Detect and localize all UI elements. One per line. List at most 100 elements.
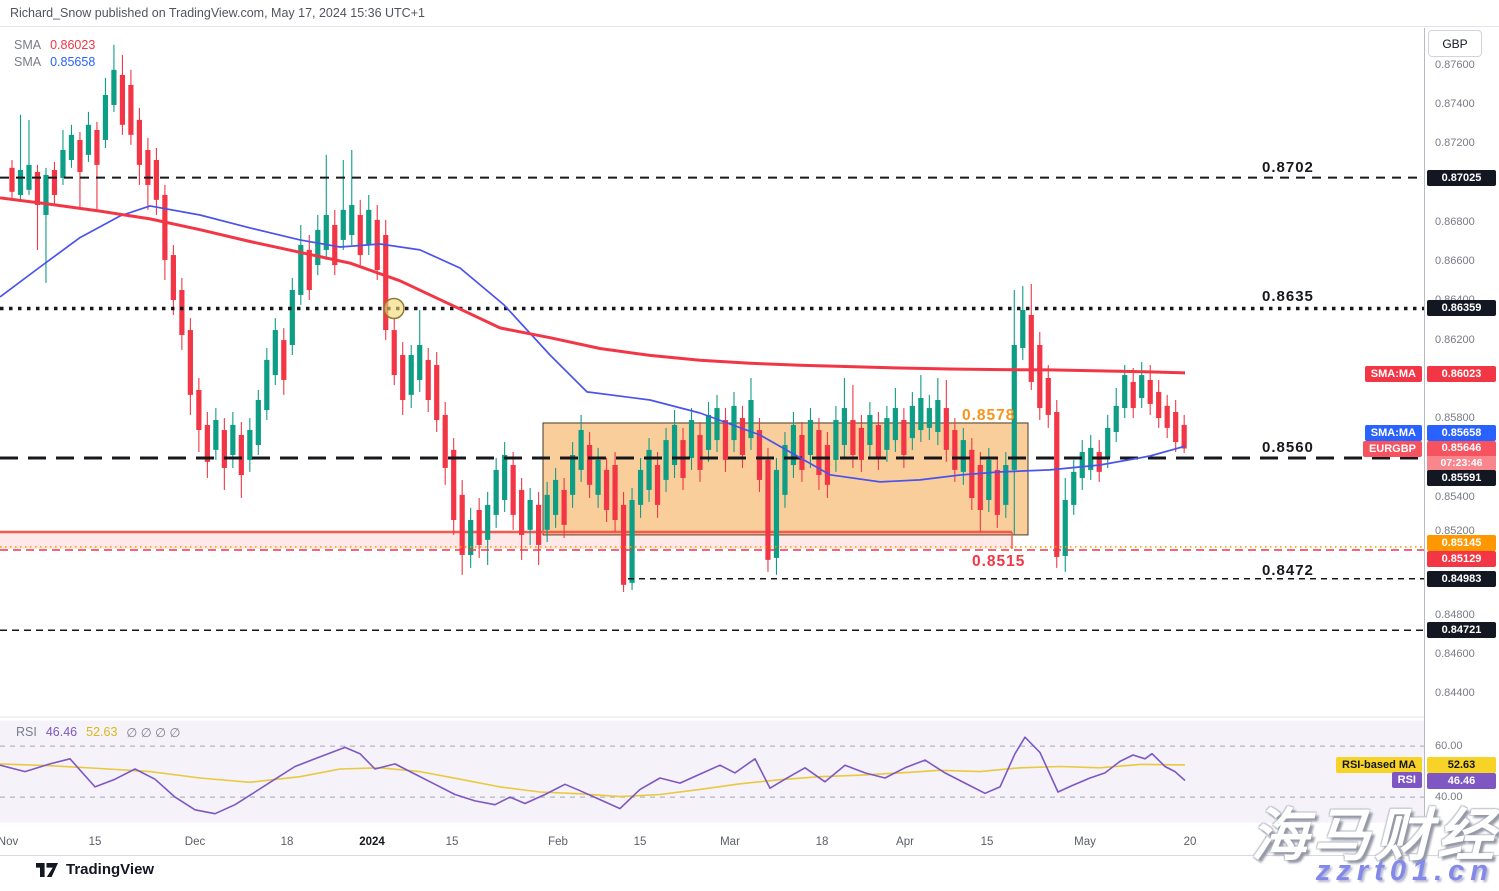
indicator-legend: SMA 0.86023 SMA 0.85658 xyxy=(14,36,95,70)
price-tag: 0.86023 xyxy=(1427,366,1496,383)
time-label: Dec xyxy=(184,836,206,848)
price-tick: 0.85200 xyxy=(1435,525,1475,537)
sma-value: 0.85658 xyxy=(50,54,96,69)
candle-up xyxy=(60,149,66,178)
price-tick: 40.00 xyxy=(1435,791,1463,804)
sma-legend-row: SMA 0.85658 xyxy=(14,53,95,70)
candle-down xyxy=(434,365,440,421)
rsi-value: 46.46 xyxy=(45,725,78,739)
candle-up xyxy=(714,408,720,441)
rsi-ma-value: 52.63 xyxy=(86,725,118,739)
candle-down xyxy=(77,139,83,172)
price-tag: 0.85591 xyxy=(1427,470,1496,486)
price-tag: 0.84983 xyxy=(1427,570,1496,587)
candle-down xyxy=(145,149,151,185)
candle-up xyxy=(731,405,737,441)
candle-down xyxy=(1181,424,1187,449)
time-label: 20 xyxy=(1183,836,1197,848)
sma-label: SMA xyxy=(14,37,42,52)
candle-down xyxy=(204,424,210,462)
price-axis[interactable]: 0.876000.874000.872000.868000.866000.864… xyxy=(1424,28,1499,855)
candle-up xyxy=(102,94,109,140)
candle-up xyxy=(230,424,236,455)
candle-up xyxy=(595,459,601,495)
price-tag: 0.84721 xyxy=(1427,622,1496,639)
candle-down xyxy=(824,444,831,485)
currency-button[interactable]: GBP xyxy=(1428,30,1482,57)
candle-down xyxy=(153,159,159,200)
candle-up xyxy=(841,408,848,445)
candle-up xyxy=(935,399,941,433)
candle-down xyxy=(119,74,126,125)
level-label: 0.8635 xyxy=(1262,288,1314,305)
candle-up xyxy=(213,420,219,450)
candle-down xyxy=(34,171,41,205)
candle-down xyxy=(451,449,457,521)
time-label: 15 xyxy=(445,836,459,848)
candle-down xyxy=(1054,411,1060,557)
sma-red-line xyxy=(0,196,1186,375)
candle-down xyxy=(391,330,397,376)
candle-up xyxy=(1011,345,1017,470)
candle-down xyxy=(357,214,363,256)
candle-down xyxy=(136,119,143,165)
candle-up xyxy=(570,454,576,495)
price-tick: 0.86600 xyxy=(1435,255,1475,268)
price-tick: 0.84800 xyxy=(1435,608,1475,621)
price-tag: 0.85145 xyxy=(1427,535,1496,551)
candle-down xyxy=(476,509,482,545)
price-tick: 60.00 xyxy=(1435,740,1463,753)
candle-up xyxy=(1113,405,1119,433)
tradingview-brand-link[interactable]: TradingView xyxy=(36,861,154,878)
candle-up xyxy=(417,345,423,380)
rsi-legend: RSI 46.46 52.63 ∅ ∅ ∅ ∅ xyxy=(16,725,180,740)
time-axis[interactable]: Nov 15 Dec 18 2024 15 Feb 15 Mar 18 Apr 15 May 20 Jun xyxy=(0,830,1424,855)
price-chart-canvas[interactable]: 0.8702 0.8635 0.8560 0.8472 0.8578 0.8515 xyxy=(0,0,1424,891)
watermark-url-text: zzrt01.cn xyxy=(1315,855,1494,887)
time-label: 15 xyxy=(980,836,994,848)
candle-down xyxy=(238,434,244,476)
candle-up xyxy=(833,420,839,460)
candle-down xyxy=(1130,381,1136,409)
candle-down xyxy=(9,167,15,192)
candle-down xyxy=(850,420,856,455)
candle-down xyxy=(128,84,134,135)
candle-down xyxy=(459,494,465,555)
candle-up xyxy=(1003,465,1009,505)
candle-down xyxy=(994,469,1000,515)
series-tag: RSI xyxy=(1391,772,1422,788)
candle-down xyxy=(1156,391,1162,419)
candle-down xyxy=(765,459,771,560)
candle-up xyxy=(960,440,966,472)
candle-up xyxy=(553,479,559,515)
candle-down xyxy=(1028,314,1034,382)
candle-down xyxy=(654,465,661,505)
candle-up xyxy=(671,424,678,466)
candle-down xyxy=(722,420,729,460)
price-tick: 0.87600 xyxy=(1435,58,1475,71)
candle-down xyxy=(281,340,287,380)
candle-down xyxy=(519,489,525,535)
candle-down xyxy=(561,489,567,525)
candle-up xyxy=(867,414,873,445)
candle-down xyxy=(1173,411,1179,443)
candle-up xyxy=(1088,447,1094,470)
candle-up xyxy=(111,69,117,105)
tradingview-brand-label: TradingView xyxy=(66,861,155,878)
candle-down xyxy=(612,465,618,521)
time-label: Nov xyxy=(0,836,19,848)
candle-down xyxy=(952,430,958,470)
rsi-label: RSI xyxy=(16,725,37,739)
level-label: 0.8702 xyxy=(1262,159,1314,176)
price-tag: 0.85658 xyxy=(1427,425,1496,441)
candle-down xyxy=(536,504,542,545)
sma-value: 0.86023 xyxy=(50,37,96,52)
candle-up xyxy=(1079,452,1085,478)
rsi-hidden-values: ∅ ∅ ∅ ∅ xyxy=(126,726,181,740)
rsi-band xyxy=(0,720,1424,823)
candle-down xyxy=(51,170,58,195)
support-zone xyxy=(0,531,1012,549)
level-label: 0.8515 xyxy=(972,553,1025,570)
candle-down xyxy=(170,255,176,301)
candle-down xyxy=(94,129,100,165)
